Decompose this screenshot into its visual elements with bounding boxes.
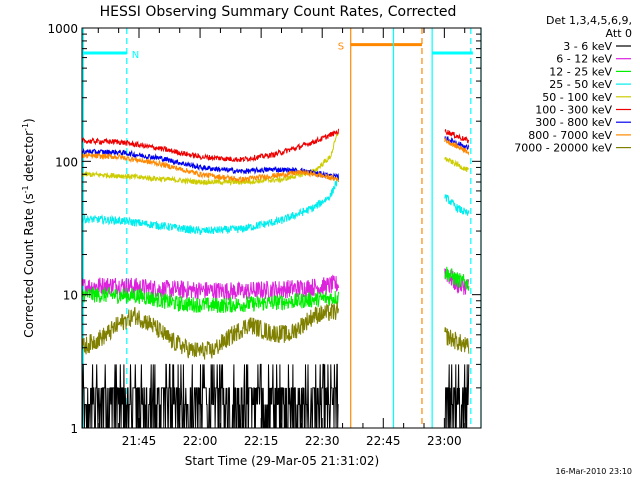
y-label-sup-2: -1: [21, 123, 30, 131]
chart-title: HESSI Observing Summary Count Rates, Cor…: [100, 4, 457, 20]
x-tick-label-1: 22:00: [183, 434, 218, 448]
legend-label-7: 800 - 7000 keV: [528, 129, 612, 142]
y-label-sup-1: -1: [21, 185, 30, 193]
night-label: N: [132, 50, 139, 61]
x-axis: 21:45 22:00 22:15 22:30 22:45 23:00: [97, 28, 466, 448]
legend-header-line-2: Att 0: [606, 27, 632, 40]
x-tick-label-3: 22:30: [305, 434, 340, 448]
legend-label-8: 7000 - 20000 keV: [514, 142, 612, 155]
x-axis-label: Start Time (29-Mar-05 21:31:02): [185, 454, 379, 468]
series-line-8: [81, 302, 470, 360]
x-tick-label-0: 21:45: [122, 434, 157, 448]
legend-label-2: 12 - 25 keV: [549, 65, 612, 78]
legend-label-3: 25 - 50 keV: [549, 78, 612, 91]
legend-label-1: 6 - 12 keV: [556, 53, 612, 66]
y-tick-label-2: 100: [55, 155, 78, 169]
y-label-part-3: ): [22, 118, 36, 123]
y-tick-label-3: 1000: [47, 22, 78, 36]
y-tick-label-1: 10: [63, 289, 78, 303]
timestamp-footer: 16-Mar-2010 23:10: [556, 467, 633, 476]
legend-label-4: 50 - 100 keV: [542, 91, 612, 104]
legend-header-line-1: Det 1,3,4,5,6,9,: [546, 14, 632, 27]
y-axis: 1 10 100 1000: [47, 22, 481, 436]
legend-label-0: 3 - 6 keV: [563, 40, 612, 53]
legend-label-6: 300 - 800 keV: [535, 116, 612, 129]
x-tick-label-4: 22:45: [366, 434, 401, 448]
series-line-7: [81, 137, 470, 184]
saa-label: S: [338, 42, 344, 53]
x-tick-label-2: 22:15: [244, 434, 279, 448]
legend-label-5: 100 - 300 keV: [535, 104, 612, 117]
y-label-part-2: detector: [22, 131, 36, 186]
x-tick-label-5: 23:00: [427, 434, 462, 448]
series-line-5: [81, 128, 470, 163]
y-axis-label: Corrected Count Rate (s-1 detector-1): [21, 118, 36, 337]
series-line-2: [81, 266, 470, 314]
y-label-part-1: Corrected Count Rate (s: [22, 193, 36, 337]
y-tick-label-0: 1: [70, 422, 78, 436]
series-line-4: [81, 132, 469, 187]
series-line-3: [81, 174, 470, 236]
